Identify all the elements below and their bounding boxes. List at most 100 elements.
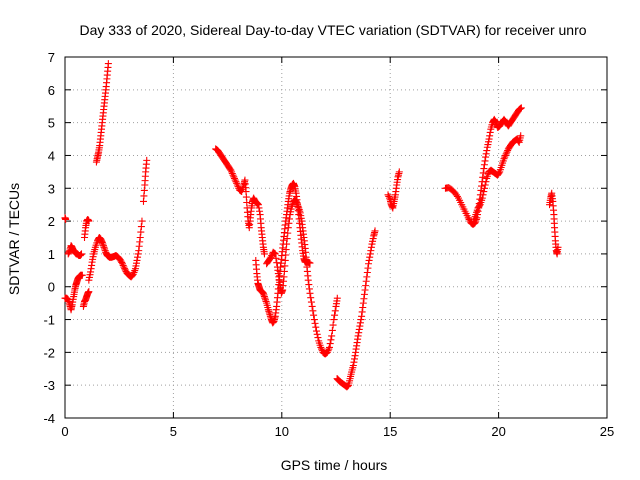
data-point — [356, 322, 364, 330]
data-point — [284, 224, 292, 232]
data-point — [385, 194, 393, 202]
data-point — [354, 332, 362, 340]
data-point — [230, 173, 238, 181]
grid-lines — [65, 57, 607, 418]
data-point — [501, 151, 509, 159]
data-point — [351, 355, 358, 363]
data-point — [138, 217, 146, 225]
data-point — [482, 153, 490, 161]
data-point — [318, 345, 326, 353]
data-point — [517, 104, 525, 112]
data-point — [78, 271, 86, 279]
x-tick-label: 25 — [600, 424, 614, 439]
data-point — [323, 348, 331, 356]
data-point — [228, 170, 236, 178]
data-point — [331, 307, 339, 315]
data-point — [99, 240, 107, 248]
y-tick-label: 4 — [48, 148, 55, 163]
data-point — [227, 166, 235, 174]
data-point — [232, 178, 240, 186]
y-tick-label: 6 — [48, 83, 55, 98]
data-point — [481, 157, 489, 165]
data-point — [100, 243, 108, 251]
x-tick-labels: 0 5 10 15 20 25 — [61, 424, 614, 439]
data-point — [480, 161, 488, 169]
data-point — [486, 132, 494, 140]
data-point — [453, 192, 461, 200]
x-axis-title: GPS time / hours — [281, 457, 388, 473]
data-point — [137, 223, 145, 231]
data-point — [480, 188, 488, 196]
data-point — [306, 259, 314, 267]
data-point — [485, 135, 493, 143]
data-point — [478, 194, 486, 202]
x-tick-label: 5 — [170, 424, 177, 439]
data-point — [283, 240, 291, 248]
data-point — [120, 263, 128, 271]
data-point — [128, 272, 136, 280]
data-point — [385, 192, 393, 200]
data-point — [294, 201, 302, 209]
data-point — [283, 235, 291, 243]
data-point — [367, 243, 375, 251]
data-point — [360, 295, 368, 303]
data-point — [293, 199, 301, 207]
data-point — [517, 132, 525, 140]
data-point — [271, 250, 279, 258]
data-point — [233, 181, 241, 189]
data-point — [480, 165, 488, 173]
data-point — [77, 250, 85, 258]
data-point — [317, 343, 325, 351]
data-point — [495, 169, 503, 177]
data-point — [308, 302, 316, 310]
data-point — [231, 176, 239, 184]
data-point — [500, 155, 508, 163]
data-point — [365, 256, 373, 264]
data-point — [384, 191, 392, 199]
y-tick-label: 3 — [48, 181, 55, 196]
data-point — [305, 281, 313, 289]
data-point — [325, 345, 333, 353]
data-point — [333, 294, 341, 302]
data-point — [254, 201, 262, 209]
data-point — [306, 289, 314, 297]
data-point — [360, 290, 368, 298]
data-point — [502, 150, 510, 158]
data-point — [133, 256, 141, 264]
data-point — [501, 153, 509, 161]
data-point — [355, 325, 363, 333]
data-point — [362, 282, 370, 290]
data-point — [143, 156, 151, 164]
y-tick-label: 2 — [48, 214, 55, 229]
data-point — [475, 202, 483, 210]
data-point — [267, 253, 275, 261]
data-point — [367, 247, 375, 255]
data-point — [330, 316, 338, 324]
data-point — [554, 243, 562, 251]
data-point — [228, 168, 236, 176]
y-tick-label: 7 — [48, 50, 55, 65]
data-point — [255, 204, 263, 212]
y-tick-label: -4 — [43, 411, 55, 426]
data-point — [486, 128, 494, 136]
data-point — [326, 340, 334, 348]
data-point — [350, 358, 358, 366]
data-point — [104, 60, 112, 68]
data-point — [355, 329, 363, 337]
data-point — [366, 253, 374, 261]
data-point — [324, 347, 332, 355]
data-point — [85, 217, 93, 225]
data-point — [285, 215, 293, 223]
x-tick-label: 10 — [275, 424, 289, 439]
y-tick-label: 0 — [48, 280, 55, 295]
data-point — [119, 261, 127, 269]
data-point — [311, 319, 319, 327]
data-point — [359, 299, 367, 307]
data-point — [503, 148, 511, 156]
data-point — [359, 304, 367, 312]
plot-frame — [64, 56, 608, 419]
data-point — [134, 253, 142, 261]
data-point — [137, 228, 145, 236]
data-point — [329, 321, 337, 329]
data-point — [307, 294, 315, 302]
